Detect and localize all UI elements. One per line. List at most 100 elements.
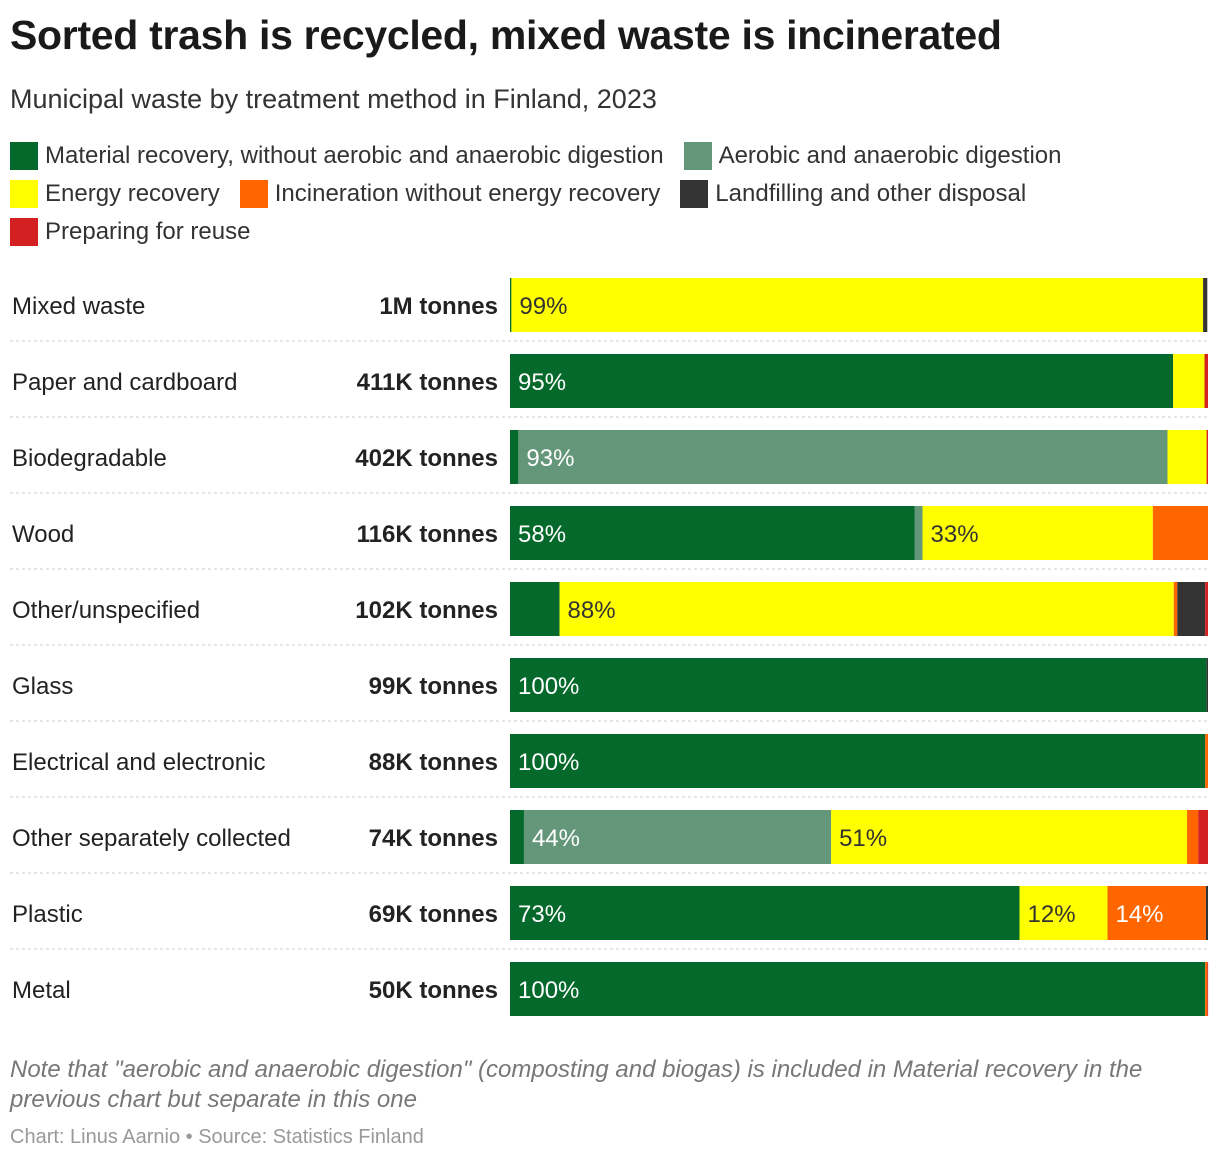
bar-segment xyxy=(831,810,1188,864)
legend: Material recovery, without aerobic and a… xyxy=(10,142,1200,246)
legend-item: Preparing for reuse xyxy=(10,218,250,246)
bar-segment xyxy=(1152,506,1208,560)
segment-label: 100% xyxy=(518,977,579,1004)
legend-swatch xyxy=(10,218,38,246)
bar-segment xyxy=(510,886,1020,940)
segment-label: 51% xyxy=(839,825,887,852)
bar-segment xyxy=(922,506,1153,560)
total-label: 402K tonnes xyxy=(355,445,498,472)
bar-segment xyxy=(510,734,1206,788)
legend-item: Material recovery, without aerobic and a… xyxy=(10,142,664,170)
bar-segment xyxy=(510,962,1206,1016)
bar-segment xyxy=(1019,886,1108,940)
bar-segment xyxy=(1204,354,1208,408)
bar-segment xyxy=(1206,430,1208,484)
bar-segment xyxy=(1206,658,1208,712)
legend-item: Incineration without energy recovery xyxy=(239,180,661,208)
stacked-bar-chart: Mixed waste 1M tonnes 99% Paper and cardboa… xyxy=(10,278,1210,1016)
total-label: 116K tonnes xyxy=(357,521,498,548)
category-label: Electrical and electronic xyxy=(12,749,265,776)
segment-label: 100% xyxy=(518,749,579,776)
legend-label: Landfilling and other disposal xyxy=(715,180,1027,207)
total-label: 69K tonnes xyxy=(369,901,498,928)
bar-segment xyxy=(559,582,1174,636)
bar-segment xyxy=(510,810,524,864)
bar-segment xyxy=(1173,582,1178,636)
bar-row: Wood 116K tonnes 58% 33% xyxy=(10,492,1210,560)
bar-row: Other/unspecified 102K tonnes 88% xyxy=(10,568,1210,636)
bar-segment xyxy=(510,658,1207,712)
total-label: 88K tonnes xyxy=(369,749,498,776)
total-label: 50K tonnes xyxy=(369,977,498,1004)
total-label: 102K tonnes xyxy=(355,597,498,624)
bar-segment xyxy=(1167,430,1207,484)
bar-segment xyxy=(510,506,915,560)
legend-label: Incineration without energy recovery xyxy=(274,180,661,207)
chart-title: Sorted trash is recycled, mixed waste is… xyxy=(10,12,1002,58)
bar-row: Mixed waste 1M tonnes 99% xyxy=(12,278,1208,332)
legend-label: Energy recovery xyxy=(45,180,220,207)
bar-row: Electrical and electronic 88K tonnes 100% xyxy=(10,720,1210,788)
bar-row: Paper and cardboard 411K tonnes 95% xyxy=(10,340,1210,408)
bar-segment xyxy=(1205,582,1208,636)
bar-row: Glass 99K tonnes 100% xyxy=(10,644,1210,712)
bar-segment xyxy=(914,506,923,560)
bar-segment xyxy=(1207,962,1209,1016)
legend-item: Landfilling and other disposal xyxy=(680,180,1026,208)
bar-segment xyxy=(1205,886,1208,940)
bar-segment xyxy=(510,278,512,332)
category-label: Metal xyxy=(12,977,71,1004)
category-label: Other separately collected xyxy=(12,825,291,852)
legend-item: Aerobic and anaerobic digestion xyxy=(683,142,1062,170)
bar-segment xyxy=(1173,354,1205,408)
legend-swatch xyxy=(683,142,712,170)
bar-segment xyxy=(1107,886,1206,940)
legend-swatch xyxy=(10,142,38,170)
bar-segment xyxy=(1205,962,1208,1016)
bar-segment xyxy=(510,582,560,636)
category-label: Wood xyxy=(12,521,74,548)
legend-swatch xyxy=(10,180,38,208)
segment-label: 58% xyxy=(518,521,566,548)
chart-credit: Chart: Linus Aarnio • Source: Statistics… xyxy=(10,1126,424,1148)
segment-label: 88% xyxy=(568,597,616,624)
bar-row: Plastic 69K tonnes 73% 12% 14% xyxy=(10,872,1210,940)
category-label: Glass xyxy=(12,673,73,700)
bar-segment xyxy=(511,278,1204,332)
segment-label: 14% xyxy=(1115,901,1163,928)
segment-label: 99% xyxy=(519,293,567,320)
bar-segment xyxy=(510,354,1174,408)
bar-segment xyxy=(518,430,1168,484)
bar-segment xyxy=(1177,582,1206,636)
legend-swatch xyxy=(680,180,709,208)
segment-label: 95% xyxy=(518,369,566,396)
total-label: 411K tonnes xyxy=(357,369,498,396)
bar-segment xyxy=(510,430,519,484)
bar-segment xyxy=(1198,810,1208,864)
segment-label: 44% xyxy=(532,825,580,852)
legend-item: Energy recovery xyxy=(10,180,220,208)
segment-label: 73% xyxy=(518,901,566,928)
bar-row: Other separately collected 74K tonnes 44% 5… xyxy=(10,796,1210,864)
bar-row: Metal 50K tonnes 100% xyxy=(10,948,1210,1016)
total-label: 1M tonnes xyxy=(379,293,498,320)
total-label: 74K tonnes xyxy=(369,825,498,852)
segment-label: 93% xyxy=(526,445,574,472)
chart-subtitle: Municipal waste by treatment method in F… xyxy=(10,84,657,114)
bar-row: Biodegradable 402K tonnes 93% xyxy=(10,416,1210,484)
bar-segment xyxy=(1205,734,1208,788)
segment-label: 33% xyxy=(931,521,979,548)
segment-label: 12% xyxy=(1028,901,1076,928)
segment-label: 100% xyxy=(518,673,579,700)
category-label: Mixed waste xyxy=(12,293,145,320)
category-label: Biodegradable xyxy=(12,445,167,472)
bar-segment xyxy=(1187,810,1199,864)
legend-label: Material recovery, without aerobic and a… xyxy=(45,142,664,169)
bar-segment xyxy=(1203,278,1208,332)
legend-label: Preparing for reuse xyxy=(45,218,251,245)
chart-note: Note that "aerobic and anaerobic digesti… xyxy=(10,1056,1143,1113)
total-label: 99K tonnes xyxy=(369,673,498,700)
bar-segment xyxy=(523,810,832,864)
legend-label: Aerobic and anaerobic digestion xyxy=(718,142,1062,169)
category-label: Plastic xyxy=(12,901,83,928)
